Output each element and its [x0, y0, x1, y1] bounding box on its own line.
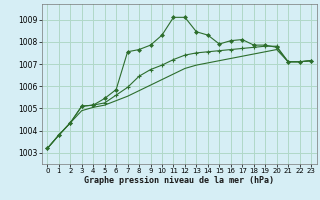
X-axis label: Graphe pression niveau de la mer (hPa): Graphe pression niveau de la mer (hPa): [84, 176, 274, 185]
